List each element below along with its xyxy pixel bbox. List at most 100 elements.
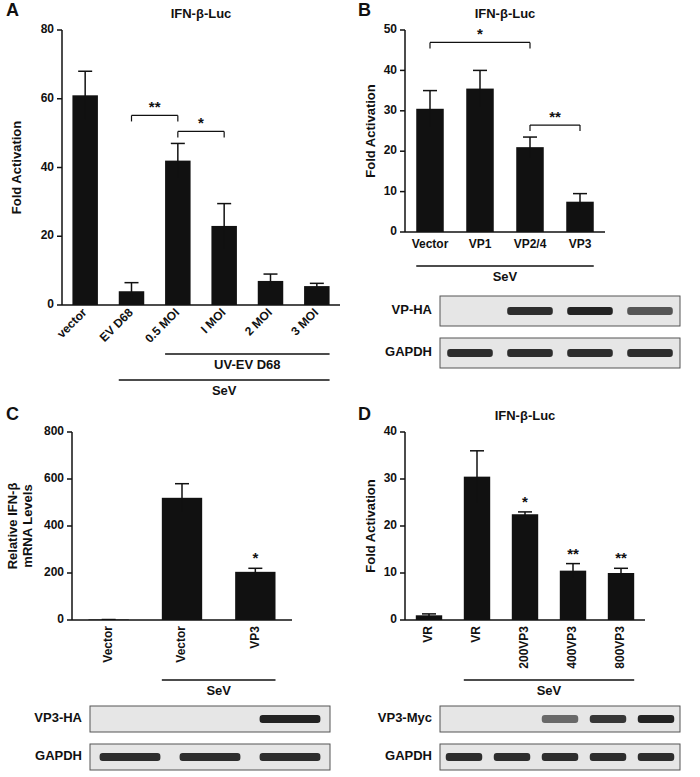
x-tick-label: 400VP3 <box>565 626 579 669</box>
error-cap <box>422 613 436 615</box>
error-stem <box>131 283 133 300</box>
bar <box>235 572 275 620</box>
group-label: UV-EV D68 <box>214 357 280 372</box>
error-stem <box>620 568 622 577</box>
y-tick-label: 800 <box>44 424 64 438</box>
y-tick <box>67 572 72 574</box>
error-cap <box>614 568 628 570</box>
y-tick-label: 40 <box>384 424 398 438</box>
blot-panel <box>440 296 680 326</box>
blot-band <box>180 753 241 761</box>
y-tick <box>400 70 405 72</box>
error-cap <box>473 70 487 72</box>
error-stem <box>529 137 531 157</box>
panel: CRelative IFN-βmRNA Levels0200400600800V… <box>5 404 330 770</box>
x-tick-label: 3 MOI <box>288 305 321 338</box>
x-tick-label: VP2/4 <box>514 237 547 251</box>
error-bar <box>422 614 436 617</box>
significance-label: * <box>522 493 528 510</box>
panel: DIFN-β-LucFold Activation010203040VRVR20… <box>358 404 680 770</box>
y-axis <box>404 30 406 232</box>
group-label: SeV <box>493 269 518 284</box>
y-tick-label: 20 <box>41 228 55 242</box>
blot-band <box>100 715 161 723</box>
y-tick-label: 20 <box>384 143 398 157</box>
error-cap <box>78 71 92 73</box>
bar <box>416 109 444 232</box>
x-tick-label: vector <box>54 305 90 341</box>
error-bar <box>523 137 537 157</box>
error-stem <box>255 568 257 575</box>
blot-label: VP-HA <box>392 302 433 317</box>
error-bar <box>470 451 484 503</box>
y-tick-label: 400 <box>44 518 64 532</box>
error-stem <box>479 70 481 106</box>
blot-band <box>446 715 482 723</box>
error-cap <box>217 203 231 205</box>
blot-band <box>260 753 321 761</box>
y-tick <box>400 431 405 433</box>
error-bar <box>423 91 437 127</box>
bracket-end <box>177 131 178 137</box>
bracket-end <box>429 42 430 48</box>
x-tick-label: I MOI <box>198 305 229 336</box>
y-tick-label: 10 <box>384 184 398 198</box>
x-tick-label: VP3 <box>569 237 592 251</box>
significance-label: * <box>252 549 258 566</box>
blot-panel <box>440 338 680 368</box>
error-cap <box>175 483 189 485</box>
plot-area <box>416 451 634 620</box>
error-stem <box>223 204 225 249</box>
bracket-end <box>224 131 225 137</box>
y-tick <box>57 29 62 31</box>
error-stem <box>270 274 272 288</box>
error-cap <box>566 563 580 565</box>
group-label: SeV <box>537 683 562 698</box>
bar <box>72 95 97 305</box>
error-cap <box>171 143 185 145</box>
chart-title: IFN-β-Luc <box>171 6 232 21</box>
bar <box>304 286 329 305</box>
blot-band <box>447 349 493 357</box>
group-line <box>165 353 329 355</box>
group-line <box>162 679 276 681</box>
panel-letter: D <box>358 404 371 424</box>
blot-band <box>567 307 613 315</box>
x-tick-label: Vector <box>412 237 449 251</box>
y-tick-label: 0 <box>390 612 397 626</box>
x-tick-label: Vector <box>174 626 188 663</box>
y-tick <box>57 304 62 306</box>
y-tick <box>400 478 405 480</box>
error-cap <box>125 282 139 284</box>
bar <box>560 571 586 620</box>
bar <box>89 619 129 620</box>
blot-panel <box>440 706 680 732</box>
blot-band <box>494 715 530 723</box>
blot-band <box>542 715 578 723</box>
y-tick-label: 50 <box>384 22 398 36</box>
error-stem <box>316 283 318 289</box>
error-cap <box>518 511 532 513</box>
error-cap <box>248 568 262 570</box>
blot-band <box>180 715 241 723</box>
error-bar <box>518 512 532 517</box>
y-tick-label: 0 <box>47 297 54 311</box>
y-axis-label: Fold Activation <box>363 479 378 572</box>
y-tick-label: 0 <box>390 224 397 238</box>
group-line <box>464 679 634 681</box>
bracket-end <box>177 115 178 121</box>
error-cap <box>523 136 537 138</box>
blot-band <box>507 349 553 357</box>
error-cap <box>310 283 324 285</box>
y-axis-label: Fold Activation <box>363 84 378 177</box>
blot-band <box>627 349 673 357</box>
y-tick <box>400 231 405 233</box>
significance-label: * <box>477 25 483 42</box>
bracket-end <box>529 42 530 48</box>
error-stem <box>476 451 478 503</box>
bar <box>608 573 634 620</box>
y-axis-label: Relative IFN-β <box>5 483 20 570</box>
error-stem <box>84 71 86 119</box>
blot-band <box>590 753 626 761</box>
x-tick-label: 200VP3 <box>517 626 531 669</box>
